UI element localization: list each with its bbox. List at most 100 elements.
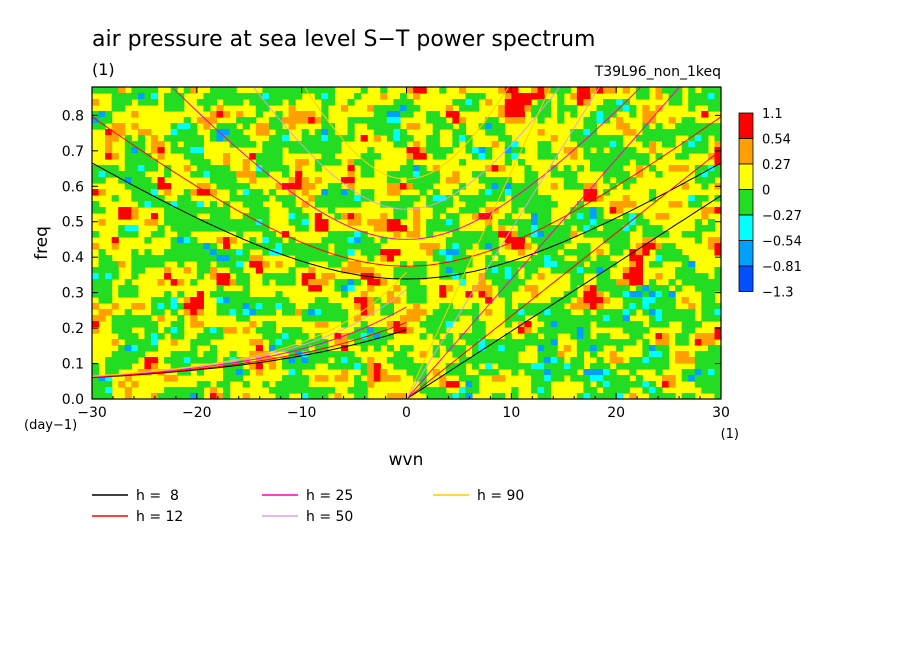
field-cell [327,147,336,154]
field-cell [249,351,257,358]
field-cell [137,267,146,274]
field-cell [216,249,224,256]
field-cell [458,123,467,130]
field-cell [413,291,421,298]
field-cell [275,159,283,166]
field-cell [629,153,637,160]
field-cell [570,93,578,100]
field-cell [530,387,539,394]
field-cell [472,93,480,100]
field-cell [714,357,721,364]
field-cell [288,99,296,106]
field-cell [301,387,309,394]
field-cell [576,93,584,100]
field-cell [137,195,146,202]
field-cell [399,129,408,136]
curve-25 [92,87,681,399]
field-cell [209,189,218,196]
field-cell [170,87,178,94]
field-cell [550,249,558,256]
field-cell [589,111,598,118]
field-cell [642,303,650,310]
field-cell [439,381,447,388]
field-cell [360,117,368,124]
field-cell [714,165,721,172]
field-cell [242,243,250,250]
field-cell [432,195,440,202]
field-cell [190,129,198,136]
field-cell [478,339,486,346]
field-cell [576,267,584,274]
field-cell [373,219,381,226]
field-cell [413,165,421,172]
field-cell [681,261,689,268]
field-cell [367,117,375,124]
field-cell [426,201,434,208]
field-cell [321,123,329,130]
field-cell [105,111,113,118]
field-cell [714,375,721,382]
field-cell [144,189,152,196]
field-cell [236,195,244,202]
field-cell [504,273,512,280]
field-cell [321,393,329,399]
gravity-curve-12 [92,116,721,267]
field-cell [701,387,709,394]
field-cell [295,93,303,100]
field-cell [681,309,689,316]
field-cell [131,177,139,184]
field-cell [203,243,211,250]
field-cell [432,129,440,136]
field-cell [707,339,716,346]
field-cell [373,363,381,370]
field-cell [262,123,270,130]
field-cell [478,351,486,358]
field-cell [203,207,211,214]
field-cell [308,363,316,370]
field-cell [707,207,716,214]
field-cell [576,255,584,262]
field-cell [386,303,394,310]
field-cell [295,141,303,148]
field-cell [648,195,657,202]
field-cell [236,99,244,106]
field-cell [432,201,440,208]
field-cell [550,339,558,346]
field-cell [426,141,434,148]
field-cell [478,213,486,220]
field-cell [242,381,250,388]
field-cell [373,375,381,382]
field-cell [550,237,558,244]
field-cell [124,141,132,148]
field-cell [150,195,159,202]
field-cell [216,165,224,172]
field-cell [196,255,204,262]
field-cell [354,333,362,340]
field-cell [288,387,296,394]
field-cell [524,195,532,202]
field-cell [688,105,696,112]
field-cell [249,153,257,160]
field-cell [517,201,526,208]
field-cell [511,309,519,316]
field-cell [327,129,336,136]
field-cell [616,219,624,226]
field-cell [530,111,539,118]
field-cell [275,165,283,172]
field-cell [530,171,539,178]
field-cell [236,261,244,268]
field-cell [190,189,198,196]
field-cell [295,177,303,184]
field-cell [622,225,630,232]
field-cell [707,285,716,292]
field-cell [314,93,322,100]
field-cell [177,321,185,328]
field-cell [439,201,447,208]
field-cell [563,231,571,238]
field-cell [609,231,617,238]
field-cell [406,273,414,280]
field-cell [648,261,657,268]
field-cell [596,363,604,370]
field-cell [603,231,611,238]
field-cell [714,153,721,160]
